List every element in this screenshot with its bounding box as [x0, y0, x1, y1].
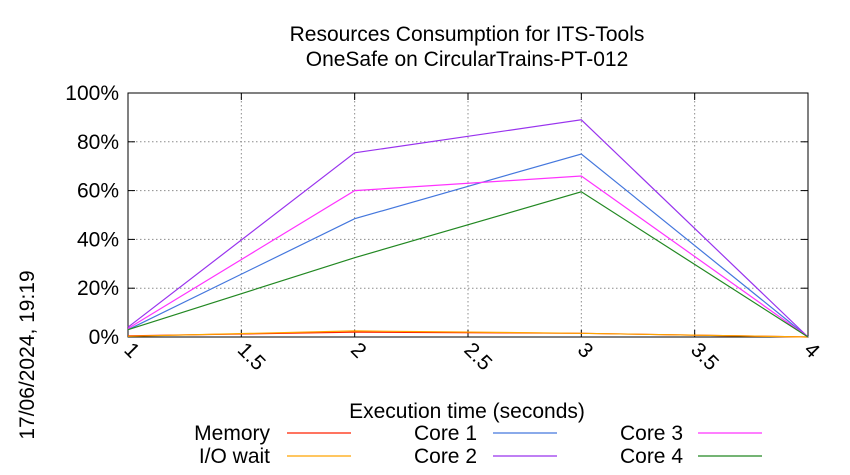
timestamp-label: 17/06/2024, 19:19: [16, 270, 39, 439]
grid: [128, 93, 808, 337]
y-tick-label: 20%: [77, 277, 119, 300]
series-line-core-2: [127, 119, 809, 338]
chart-title: Resources Consumption for ITS-Tools: [290, 23, 645, 46]
y-tick-label: 60%: [77, 180, 119, 203]
series-line-core-1: [127, 153, 809, 338]
x-tick-label: 3.5: [686, 338, 723, 375]
x-tick-label: 2: [346, 338, 371, 363]
legend-label-core-4: Core 4: [620, 445, 683, 468]
axes: 0% 20% 40% 60% 80% 100% 1 1.5 2 2.5 3 3.5 4: [65, 82, 824, 375]
legend-label-core-3: Core 3: [620, 422, 683, 445]
y-tick-label: 80%: [77, 131, 119, 154]
x-tick-label: 1: [119, 338, 144, 363]
x-tick-label: 4: [799, 338, 824, 363]
legend-label-core-2: Core 2: [414, 445, 477, 468]
series-line-i-o-wait: [127, 330, 809, 338]
legend-label-core-1: Core 1: [414, 422, 477, 445]
legend-label-memory: Memory: [194, 422, 270, 445]
x-tick-label: 1.5: [233, 338, 270, 375]
legend-label-i-o-wait: I/O wait: [199, 445, 270, 468]
x-tick-label: 3: [573, 338, 598, 363]
chart-subtitle: OneSafe on CircularTrains-PT-012: [306, 48, 629, 71]
series-line-core-3: [127, 175, 809, 338]
y-tick-label: 40%: [77, 228, 119, 251]
x-axis-label: Execution time (seconds): [349, 400, 585, 423]
series-line-core-4: [127, 191, 809, 338]
x-tick-label: 2.5: [459, 338, 496, 375]
y-tick-label: 0%: [89, 326, 119, 349]
y-tick-label: 100%: [65, 82, 119, 105]
series-lines: [127, 119, 809, 338]
